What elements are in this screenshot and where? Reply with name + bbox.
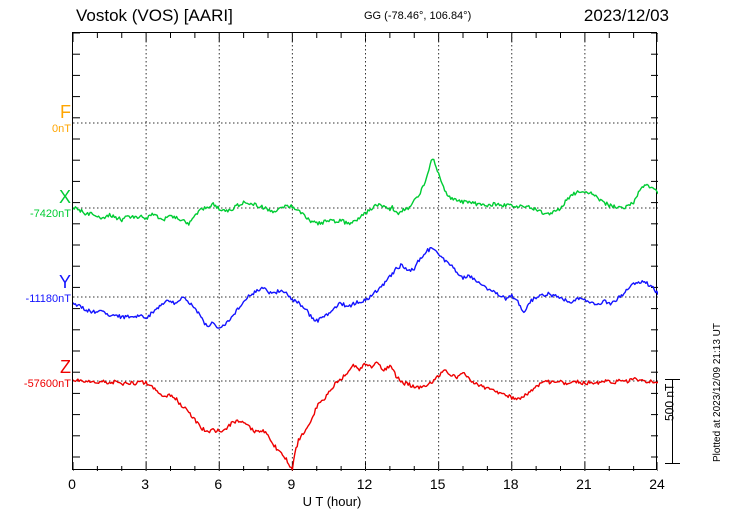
scale-bar-line xyxy=(672,379,673,464)
trace-y xyxy=(73,247,658,329)
x-tick-label-12: 12 xyxy=(356,476,373,492)
scale-bar-label: 500 nT xyxy=(662,383,677,421)
component-label-y: Y -11180nT xyxy=(26,273,71,305)
component-baseline-z: -57600nT xyxy=(23,378,71,390)
x-tick-label-15: 15 xyxy=(429,476,446,492)
magnetogram-traces xyxy=(73,33,658,471)
observation-date: 2023/12/03 xyxy=(583,6,669,25)
geographic-coordinates: GG (-78.46°, 106.84°) xyxy=(364,10,472,22)
axis-ticks xyxy=(73,33,658,471)
trace-z xyxy=(73,361,658,471)
scale-bar-bottom-cap xyxy=(665,463,680,464)
component-label-z: Z -57600nT xyxy=(24,358,71,390)
plotted-at-stamp: Plotted at 2023/12/09 21:13 UT xyxy=(712,323,723,462)
magnetogram-plot-area xyxy=(72,32,658,471)
component-label-f: F 0nT xyxy=(52,103,71,135)
grid-lines xyxy=(73,33,658,471)
x-tick-label-0: 0 xyxy=(68,476,76,492)
scale-bar xyxy=(664,379,680,464)
component-baseline-y: -11180nT xyxy=(25,293,71,305)
x-tick-label-6: 6 xyxy=(214,476,223,492)
x-axis-title: U T (hour) xyxy=(302,494,362,509)
x-tick-label-18: 18 xyxy=(502,476,519,492)
component-baseline-x: -7420nT xyxy=(30,208,71,220)
component-traces xyxy=(73,158,658,471)
x-tick-label-3: 3 xyxy=(141,476,150,492)
component-letter-z: Z xyxy=(60,357,71,377)
component-label-x: X -7420nT xyxy=(30,188,71,220)
component-letter-x: X xyxy=(58,187,71,207)
x-tick-label-9: 9 xyxy=(287,476,296,492)
x-tick-label-21: 21 xyxy=(576,476,592,492)
component-letter-y: Y xyxy=(58,272,71,292)
trace-x xyxy=(73,158,658,226)
component-baseline-f: 0nT xyxy=(52,123,71,135)
x-tick-label-24: 24 xyxy=(649,476,665,492)
station-title: Vostok (VOS) [AARI] xyxy=(76,6,233,25)
component-letter-f: F xyxy=(60,102,71,122)
